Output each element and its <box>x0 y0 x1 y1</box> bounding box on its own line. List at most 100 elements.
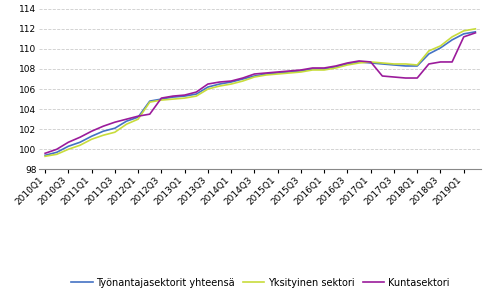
Työnantajasektorit yhteensä <box>170 95 176 99</box>
Työnantajasektorit yhteensä <box>65 145 71 148</box>
Kuntasektori <box>391 75 397 79</box>
Työnantajasektorit yhteensä <box>263 72 269 76</box>
Työnantajasektorit yhteensä <box>135 115 141 119</box>
Työnantajasektorit yhteensä <box>345 62 351 66</box>
Yksityinen sektori <box>42 154 48 158</box>
Kuntasektori <box>298 68 304 72</box>
Yksityinen sektori <box>112 131 118 134</box>
Kuntasektori <box>437 60 443 64</box>
Työnantajasektorit yhteensä <box>159 97 164 101</box>
Yksityinen sektori <box>345 63 351 67</box>
Yksityinen sektori <box>135 117 141 121</box>
Yksityinen sektori <box>403 62 409 66</box>
Työnantajasektorit yhteensä <box>286 70 292 74</box>
Työnantajasektorit yhteensä <box>240 77 246 81</box>
Yksityinen sektori <box>193 94 199 98</box>
Kuntasektori <box>426 62 432 66</box>
Kuntasektori <box>217 80 222 84</box>
Yksityinen sektori <box>182 96 188 100</box>
Yksityinen sektori <box>449 35 455 39</box>
Kuntasektori <box>380 74 385 78</box>
Yksityinen sektori <box>333 66 339 70</box>
Kuntasektori <box>124 117 130 121</box>
Yksityinen sektori <box>275 72 281 76</box>
Työnantajasektorit yhteensä <box>449 38 455 42</box>
Kuntasektori <box>135 114 141 118</box>
Kuntasektori <box>54 147 60 151</box>
Yksityinen sektori <box>472 27 478 31</box>
Kuntasektori <box>170 94 176 98</box>
Työnantajasektorit yhteensä <box>112 126 118 130</box>
Työnantajasektorit yhteensä <box>472 30 478 34</box>
Yksityinen sektori <box>380 61 385 65</box>
Kuntasektori <box>403 76 409 80</box>
Yksityinen sektori <box>205 87 211 91</box>
Kuntasektori <box>251 72 257 76</box>
Työnantajasektorit yhteensä <box>205 85 211 89</box>
Kuntasektori <box>77 135 83 139</box>
Työnantajasektorit yhteensä <box>275 71 281 75</box>
Yksityinen sektori <box>310 68 316 72</box>
Kuntasektori <box>345 61 351 65</box>
Kuntasektori <box>472 31 478 35</box>
Työnantajasektorit yhteensä <box>89 135 95 138</box>
Kuntasektori <box>449 60 455 64</box>
Yksityinen sektori <box>228 82 234 86</box>
Kuntasektori <box>321 66 327 70</box>
Työnantajasektorit yhteensä <box>147 99 153 103</box>
Kuntasektori <box>42 152 48 155</box>
Yksityinen sektori <box>321 68 327 72</box>
Kuntasektori <box>159 96 164 100</box>
Kuntasektori <box>333 64 339 68</box>
Kuntasektori <box>263 71 269 75</box>
Kuntasektori <box>112 120 118 124</box>
Työnantajasektorit yhteensä <box>193 92 199 96</box>
Kuntasektori <box>65 140 71 144</box>
Kuntasektori <box>205 82 211 86</box>
Kuntasektori <box>414 76 420 80</box>
Yksityinen sektori <box>286 71 292 75</box>
Legend: Työnantajasektorit yhteensä, Yksityinen sektori, Kuntasektori: Työnantajasektorit yhteensä, Yksityinen … <box>67 274 453 292</box>
Työnantajasektorit yhteensä <box>391 63 397 67</box>
Työnantajasektorit yhteensä <box>217 82 222 86</box>
Yksityinen sektori <box>368 60 374 64</box>
Yksityinen sektori <box>437 44 443 48</box>
Yksityinen sektori <box>356 61 362 65</box>
Yksityinen sektori <box>217 84 222 88</box>
Yksityinen sektori <box>100 133 106 137</box>
Line: Kuntasektori: Kuntasektori <box>45 33 475 153</box>
Kuntasektori <box>193 90 199 94</box>
Työnantajasektorit yhteensä <box>251 74 257 78</box>
Yksityinen sektori <box>147 100 153 104</box>
Line: Yksityinen sektori: Yksityinen sektori <box>45 29 475 156</box>
Line: Työnantajasektorit yhteensä: Työnantajasektorit yhteensä <box>45 32 475 155</box>
Työnantajasektorit yhteensä <box>414 64 420 68</box>
Kuntasektori <box>310 66 316 70</box>
Työnantajasektorit yhteensä <box>182 94 188 98</box>
Kuntasektori <box>228 79 234 83</box>
Työnantajasektorit yhteensä <box>437 46 443 50</box>
Yksityinen sektori <box>298 70 304 74</box>
Kuntasektori <box>182 93 188 97</box>
Kuntasektori <box>368 60 374 64</box>
Yksityinen sektori <box>426 49 432 53</box>
Työnantajasektorit yhteensä <box>356 60 362 64</box>
Työnantajasektorit yhteensä <box>310 67 316 71</box>
Yksityinen sektori <box>461 29 466 33</box>
Kuntasektori <box>240 76 246 80</box>
Työnantajasektorit yhteensä <box>461 32 466 36</box>
Kuntasektori <box>275 70 281 74</box>
Työnantajasektorit yhteensä <box>298 69 304 73</box>
Yksityinen sektori <box>65 147 71 151</box>
Kuntasektori <box>286 69 292 73</box>
Yksityinen sektori <box>89 138 95 141</box>
Kuntasektori <box>89 129 95 133</box>
Työnantajasektorit yhteensä <box>77 140 83 144</box>
Kuntasektori <box>356 59 362 63</box>
Kuntasektori <box>461 35 466 39</box>
Kuntasektori <box>100 124 106 128</box>
Yksityinen sektori <box>170 97 176 101</box>
Työnantajasektorit yhteensä <box>426 52 432 56</box>
Työnantajasektorit yhteensä <box>333 65 339 69</box>
Työnantajasektorit yhteensä <box>100 129 106 133</box>
